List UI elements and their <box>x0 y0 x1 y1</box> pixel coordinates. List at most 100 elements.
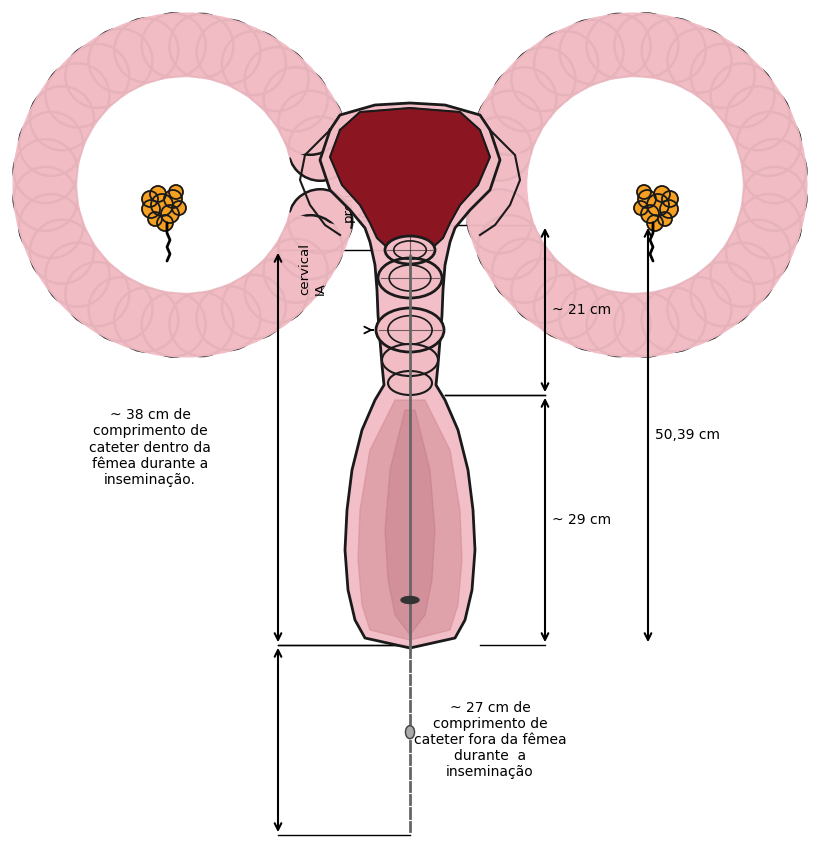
Circle shape <box>222 275 286 339</box>
Ellipse shape <box>405 726 414 739</box>
Text: ~ 21 cm: ~ 21 cm <box>551 303 610 317</box>
Circle shape <box>147 212 162 226</box>
Circle shape <box>690 44 753 108</box>
Circle shape <box>142 14 206 77</box>
Circle shape <box>491 239 555 303</box>
Ellipse shape <box>400 597 419 603</box>
Circle shape <box>467 190 532 253</box>
Circle shape <box>690 262 753 326</box>
Text: cervical: cervical <box>298 243 311 295</box>
Circle shape <box>533 31 597 95</box>
Circle shape <box>533 275 597 339</box>
Circle shape <box>646 215 663 231</box>
Circle shape <box>613 14 677 77</box>
Circle shape <box>114 287 178 352</box>
Circle shape <box>45 242 110 307</box>
Circle shape <box>264 67 328 131</box>
Circle shape <box>29 87 94 150</box>
Circle shape <box>197 20 260 84</box>
Circle shape <box>142 191 158 207</box>
Circle shape <box>709 64 774 128</box>
Circle shape <box>586 292 649 356</box>
Circle shape <box>659 200 677 218</box>
Circle shape <box>741 167 805 231</box>
Circle shape <box>527 78 741 292</box>
Text: profunda: profunda <box>341 162 354 222</box>
Ellipse shape <box>376 308 443 352</box>
Circle shape <box>661 191 677 207</box>
Circle shape <box>559 20 622 84</box>
Circle shape <box>709 242 774 307</box>
Circle shape <box>641 287 705 352</box>
Polygon shape <box>329 108 490 262</box>
Circle shape <box>586 14 649 78</box>
Polygon shape <box>385 410 434 635</box>
Circle shape <box>467 116 532 181</box>
Circle shape <box>19 194 83 258</box>
Circle shape <box>164 190 182 208</box>
Ellipse shape <box>385 236 434 264</box>
Ellipse shape <box>382 344 437 376</box>
Circle shape <box>287 190 352 253</box>
Text: ~ 38 cm de
comprimento de
cateter dentro da
fêmea durante a
inseminação.: ~ 38 cm de comprimento de cateter dentro… <box>89 408 210 487</box>
Circle shape <box>170 14 233 78</box>
Circle shape <box>29 219 94 284</box>
Circle shape <box>741 139 805 203</box>
Circle shape <box>640 205 658 223</box>
Polygon shape <box>319 103 500 648</box>
Ellipse shape <box>378 258 441 298</box>
Circle shape <box>14 139 78 203</box>
Circle shape <box>559 286 622 350</box>
Circle shape <box>172 201 186 215</box>
Circle shape <box>66 44 129 108</box>
Circle shape <box>613 292 677 356</box>
Circle shape <box>725 219 790 284</box>
Text: 50,39 cm: 50,39 cm <box>654 428 719 442</box>
Circle shape <box>646 194 668 216</box>
Circle shape <box>66 262 129 326</box>
Circle shape <box>278 215 342 279</box>
Circle shape <box>264 239 328 303</box>
Circle shape <box>491 67 555 131</box>
Circle shape <box>736 112 800 176</box>
Circle shape <box>511 47 575 111</box>
Circle shape <box>150 186 165 202</box>
Text: IA cervical: IA cervical <box>358 153 371 222</box>
Circle shape <box>19 112 83 176</box>
Circle shape <box>88 277 152 342</box>
Text: IA: IA <box>313 282 326 295</box>
Circle shape <box>151 194 173 216</box>
Circle shape <box>287 116 352 181</box>
Circle shape <box>477 91 541 155</box>
Circle shape <box>169 185 183 199</box>
Circle shape <box>244 47 308 111</box>
Circle shape <box>657 212 672 226</box>
Circle shape <box>636 185 650 199</box>
Polygon shape <box>358 400 461 640</box>
Circle shape <box>725 87 790 150</box>
Circle shape <box>222 31 286 95</box>
Circle shape <box>244 259 308 323</box>
Circle shape <box>641 19 705 82</box>
Circle shape <box>637 190 655 208</box>
Ellipse shape <box>387 371 432 395</box>
Circle shape <box>161 205 179 223</box>
Circle shape <box>477 215 541 279</box>
Polygon shape <box>463 13 806 357</box>
Circle shape <box>14 167 78 231</box>
Polygon shape <box>13 13 351 357</box>
Circle shape <box>78 78 292 292</box>
Circle shape <box>633 201 647 215</box>
Circle shape <box>736 194 800 258</box>
Circle shape <box>667 29 731 93</box>
Circle shape <box>197 286 260 350</box>
Circle shape <box>142 200 160 218</box>
Circle shape <box>45 64 110 128</box>
Circle shape <box>156 215 173 231</box>
Circle shape <box>278 91 342 155</box>
Circle shape <box>114 19 178 82</box>
Circle shape <box>511 259 575 323</box>
Circle shape <box>170 292 233 356</box>
Circle shape <box>142 292 206 356</box>
Circle shape <box>88 29 152 93</box>
